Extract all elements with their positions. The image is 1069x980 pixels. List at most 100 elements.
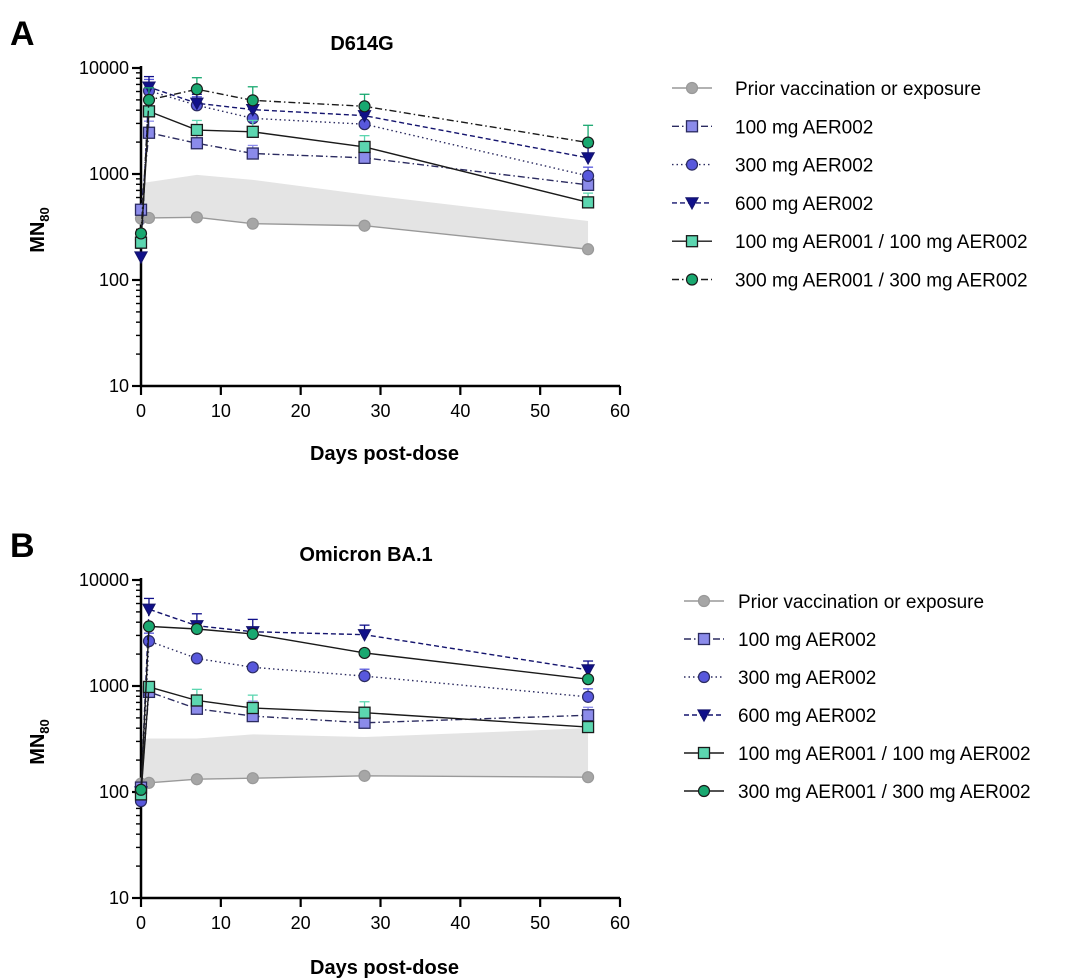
data-point bbox=[246, 772, 259, 785]
x-tick-label: 0 bbox=[136, 913, 146, 933]
series-6 bbox=[134, 77, 595, 240]
data-point bbox=[246, 701, 259, 715]
data-point bbox=[581, 709, 595, 722]
data-point bbox=[358, 151, 371, 165]
data-point bbox=[358, 219, 371, 232]
x-tick-label: 20 bbox=[291, 913, 311, 933]
data-point bbox=[190, 137, 204, 150]
data-point bbox=[358, 669, 371, 683]
x-axis-label: Days post-dose bbox=[310, 957, 459, 979]
legend-item: 100 mg AER001 / 100 mg AER002 bbox=[684, 744, 1031, 765]
data-point bbox=[581, 690, 595, 703]
y-axis-label: MN80 bbox=[27, 207, 52, 253]
data-point bbox=[581, 196, 595, 209]
legend-label: 300 mg AER002 bbox=[735, 156, 873, 177]
legend-item: 100 mg AER002 bbox=[672, 117, 873, 138]
y-axis-label-sub: 80 bbox=[37, 207, 52, 221]
y-tick-label: 1000 bbox=[89, 164, 129, 184]
y-tick-label: 100 bbox=[99, 270, 129, 290]
y-axis-label-sub: 80 bbox=[37, 719, 52, 733]
data-point bbox=[246, 147, 259, 160]
legend-label: 100 mg AER001 / 100 mg AER002 bbox=[735, 232, 1028, 253]
legend-label: 600 mg AER002 bbox=[738, 706, 876, 727]
data-point bbox=[358, 100, 371, 113]
data-point bbox=[142, 93, 156, 107]
x-tick-label: 20 bbox=[291, 401, 311, 421]
x-tick-label: 0 bbox=[136, 401, 146, 421]
shaded-band bbox=[141, 728, 589, 784]
legend-item: Prior vaccination or exposure bbox=[672, 79, 981, 100]
legend-item: Prior vaccination or exposure bbox=[684, 592, 984, 613]
legend-label: 100 mg AER001 / 100 mg AER002 bbox=[738, 744, 1031, 765]
legend-marker bbox=[685, 81, 699, 95]
data-point bbox=[581, 136, 595, 149]
x-tick-label: 40 bbox=[450, 913, 470, 933]
panel-a: A D614G 10 100 1000 10000 0 10 20 30 40 50 60 Days po… bbox=[10, 15, 1028, 465]
data-point bbox=[357, 629, 372, 642]
data-point bbox=[581, 169, 595, 182]
legend-marker bbox=[685, 273, 699, 286]
y-tick-label: 10 bbox=[109, 888, 129, 908]
legend-item: 600 mg AER002 bbox=[672, 194, 873, 215]
legend-label: Prior vaccination or exposure bbox=[738, 592, 984, 613]
x-tick-label: 40 bbox=[450, 401, 470, 421]
data-point bbox=[142, 126, 156, 139]
legend-marker bbox=[696, 709, 712, 723]
data-point bbox=[190, 694, 204, 707]
data-point bbox=[190, 652, 203, 665]
x-axis-label: Days post-dose bbox=[310, 443, 459, 465]
panel-letter: A bbox=[10, 15, 35, 53]
legend-item: 300 mg AER002 bbox=[684, 668, 876, 689]
legend-item: 300 mg AER001 / 300 mg AER002 bbox=[684, 782, 1031, 803]
series-line bbox=[140, 86, 589, 257]
data-point bbox=[190, 773, 203, 786]
shaded-band bbox=[141, 174, 589, 250]
legend-marker bbox=[684, 197, 700, 211]
data-point bbox=[134, 227, 148, 240]
x-tick-label: 60 bbox=[610, 401, 630, 421]
legend-label: Prior vaccination or exposure bbox=[735, 79, 981, 100]
x-tick-label: 60 bbox=[610, 913, 630, 933]
legend-label: 600 mg AER002 bbox=[735, 194, 873, 215]
data-point bbox=[358, 706, 371, 719]
data-point bbox=[246, 94, 259, 107]
y-axis-label-main: MN bbox=[27, 222, 49, 253]
data-point bbox=[142, 620, 156, 633]
x-tick-label: 30 bbox=[370, 401, 390, 421]
series-line bbox=[140, 686, 589, 795]
data-point bbox=[190, 622, 203, 636]
legend-label: 100 mg AER002 bbox=[735, 117, 873, 138]
data-point bbox=[246, 661, 259, 674]
x-tick-label: 50 bbox=[530, 401, 550, 421]
legend-item: 100 mg AER002 bbox=[684, 630, 876, 651]
legend-marker bbox=[697, 670, 711, 684]
legend-item: 300 mg AER001 / 300 mg AER002 bbox=[672, 271, 1028, 292]
series-line bbox=[140, 131, 589, 210]
data-point bbox=[358, 716, 371, 729]
legend: Prior vaccination or exposure 100 mg AER0… bbox=[684, 592, 1031, 803]
legend: Prior vaccination or exposure 100 mg AER0… bbox=[672, 79, 1028, 292]
data-point bbox=[133, 251, 149, 265]
x-tick-label: 10 bbox=[211, 401, 231, 421]
data-point bbox=[190, 83, 203, 96]
legend-item: 100 mg AER001 / 100 mg AER002 bbox=[672, 232, 1028, 253]
chart-title: D614G bbox=[330, 33, 393, 55]
data-point bbox=[190, 211, 203, 224]
series-line bbox=[140, 625, 589, 790]
legend-marker bbox=[697, 746, 711, 760]
legend-label: 100 mg AER002 bbox=[738, 630, 876, 651]
y-tick-label: 10000 bbox=[79, 570, 129, 590]
y-axis-label: MN80 bbox=[27, 719, 52, 765]
legend-marker bbox=[685, 120, 699, 133]
panel-b: B Omicron BA.1 10 100 1000 10000 0 10 20 30 40 50 60… bbox=[10, 527, 1031, 979]
series-line bbox=[140, 690, 589, 788]
data-point bbox=[189, 97, 204, 111]
data-point bbox=[246, 217, 259, 230]
y-tick-label: 10000 bbox=[79, 58, 129, 78]
legend-marker bbox=[697, 594, 711, 608]
series-6 bbox=[134, 620, 595, 796]
data-point bbox=[190, 123, 204, 137]
data-point bbox=[358, 140, 371, 154]
series-line bbox=[140, 110, 589, 243]
